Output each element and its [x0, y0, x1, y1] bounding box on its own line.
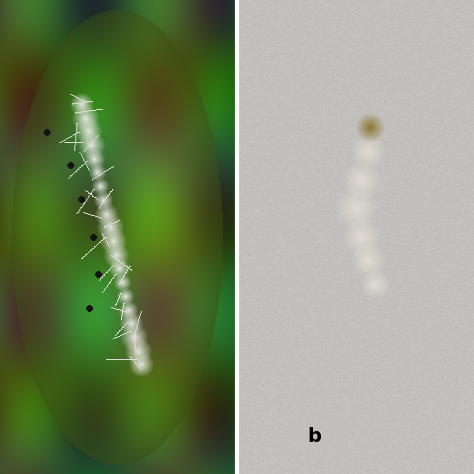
Text: b: b — [308, 427, 321, 446]
